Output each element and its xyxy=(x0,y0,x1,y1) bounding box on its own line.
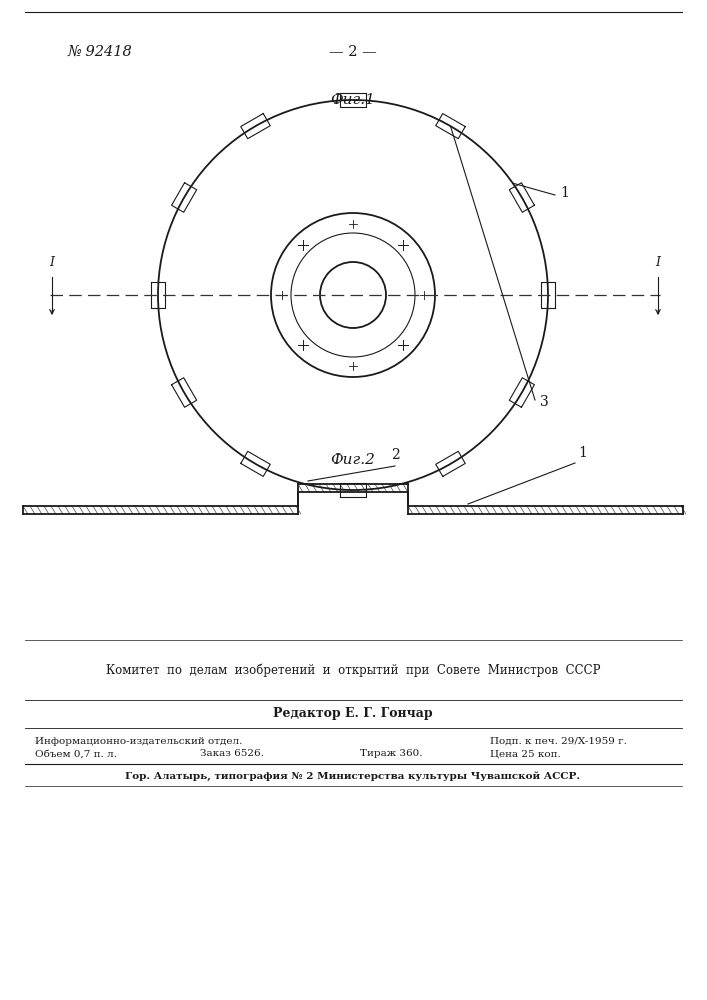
Text: Информационно-издательский отдел.: Информационно-издательский отдел. xyxy=(35,736,243,746)
Text: 1: 1 xyxy=(560,186,569,200)
Text: 1: 1 xyxy=(578,446,587,460)
Text: Цена 25 коп.: Цена 25 коп. xyxy=(490,750,561,758)
Text: Редактор Е. Г. Гончар: Редактор Е. Г. Гончар xyxy=(273,708,433,720)
Text: 3: 3 xyxy=(540,395,549,409)
Text: Объем 0,7 п. л.: Объем 0,7 п. л. xyxy=(35,750,117,758)
Text: Тираж 360.: Тираж 360. xyxy=(360,750,423,758)
Text: № 92418: № 92418 xyxy=(68,45,133,59)
Text: Подп. к печ. 29/X-1959 г.: Подп. к печ. 29/X-1959 г. xyxy=(490,736,627,746)
Text: Комитет  по  делам  изобретений  и  открытий  при  Совете  Министров  СССР: Комитет по делам изобретений и открытий … xyxy=(106,663,600,677)
Text: Гор. Алатырь, типография № 2 Министерства культуры Чувашской АССР.: Гор. Алатырь, типография № 2 Министерств… xyxy=(125,771,580,781)
Text: — 2 —: — 2 — xyxy=(329,45,377,59)
Text: Фиг.2: Фиг.2 xyxy=(331,453,375,467)
Text: I: I xyxy=(49,256,54,269)
Text: I: I xyxy=(655,256,660,269)
Text: Фиг.1: Фиг.1 xyxy=(331,93,375,107)
Text: Заказ 6526.: Заказ 6526. xyxy=(200,750,264,758)
Text: 2: 2 xyxy=(391,448,399,462)
